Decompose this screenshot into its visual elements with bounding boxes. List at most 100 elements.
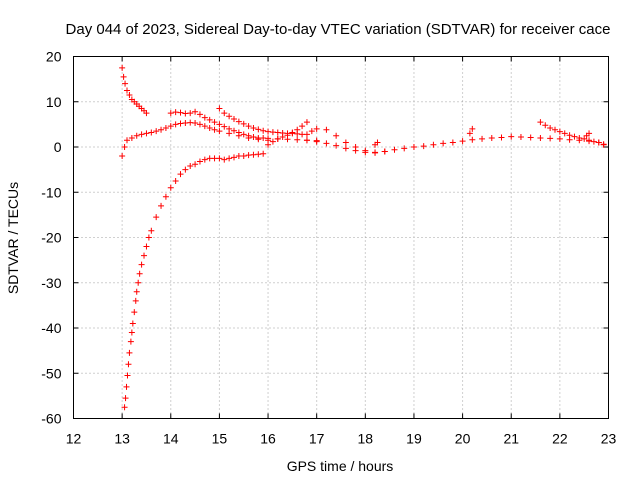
data-point [552,126,558,133]
data-point [333,142,340,149]
data-point [401,145,408,152]
data-point [410,144,417,150]
data-point [255,126,262,133]
data-point [581,135,588,142]
data-point [177,109,184,116]
data-point [123,383,130,390]
data-point [556,128,563,135]
data-point [128,329,135,336]
data-point [162,124,169,131]
data-point [508,133,515,140]
data-point [547,124,554,131]
data-point [126,349,133,356]
data-point [231,115,237,122]
data-point [182,166,189,173]
data-point [119,64,126,71]
data-point [459,138,466,145]
data-point [138,131,145,138]
data-point [269,138,276,145]
data-point [498,134,505,141]
data-point [362,149,369,156]
y-tick-label: 0 [54,139,62,155]
series-recovery-from-low [121,150,267,411]
data-point [192,161,199,168]
data-point [143,243,150,250]
x-tick-label: 17 [309,431,325,447]
series-late-band-from-21-6 [537,119,607,148]
data-point [143,130,150,137]
data-point [537,134,544,141]
data-point [381,148,388,155]
data-point [221,123,228,130]
data-point [372,149,379,156]
data-point [279,134,286,141]
data-point [231,154,237,161]
data-point [245,132,252,139]
data-point [141,252,148,259]
data-point [124,137,130,144]
data-point [192,108,199,115]
y-tick-labels: 20 10 0 -10 -20 -30 -40 -50 -60 [41,49,61,427]
data-point [127,338,134,345]
series-upper-band-from-14 [167,108,320,144]
data-point [469,125,476,132]
data-point [250,124,257,131]
data-point [333,132,340,139]
data-point [226,125,233,132]
data-point [235,118,242,125]
data-point [299,123,306,130]
data-point [303,119,310,126]
data-point [201,123,208,130]
data-point [158,126,165,133]
series-small-spikes [372,125,593,148]
data-point [167,110,174,117]
data-point [440,140,447,147]
data-point [284,132,291,139]
data-point [135,279,142,286]
x-axis-title: GPS time / hours [287,458,394,474]
y-tick-label: 10 [46,94,62,110]
data-point [556,135,563,142]
data-point [172,177,179,184]
data-point [303,131,310,138]
data-point [313,125,320,132]
data-point [537,119,544,126]
data-point [125,361,132,368]
x-tick-label: 16 [260,431,276,447]
data-point [542,122,549,129]
data-point [177,171,184,178]
data-point [148,129,155,136]
data-point [167,123,174,130]
data-point [216,121,223,128]
data-series [119,64,607,411]
data-point [391,146,398,153]
data-point [469,136,476,143]
data-point [561,130,568,137]
data-point [162,193,169,200]
x-tick-label: 12 [66,431,82,447]
data-point [420,143,427,150]
y-tick-label: -30 [41,275,61,291]
data-point [265,141,272,148]
data-point [226,113,233,120]
data-point [527,134,534,141]
grid-lines [73,56,609,419]
data-point [201,114,208,121]
data-point [196,111,203,118]
data-point [145,234,152,241]
data-point [206,116,213,123]
data-point [158,202,165,209]
data-point [250,134,257,141]
data-point [308,128,315,135]
data-point [466,130,473,137]
data-point [121,404,128,411]
data-point [374,139,381,146]
series-spike-near-16-7 [265,119,310,148]
data-point [240,153,247,160]
data-point [143,110,150,117]
data-point [196,158,203,165]
data-point [294,136,301,143]
data-point [576,134,583,141]
data-point [488,134,495,141]
data-point [240,120,247,127]
